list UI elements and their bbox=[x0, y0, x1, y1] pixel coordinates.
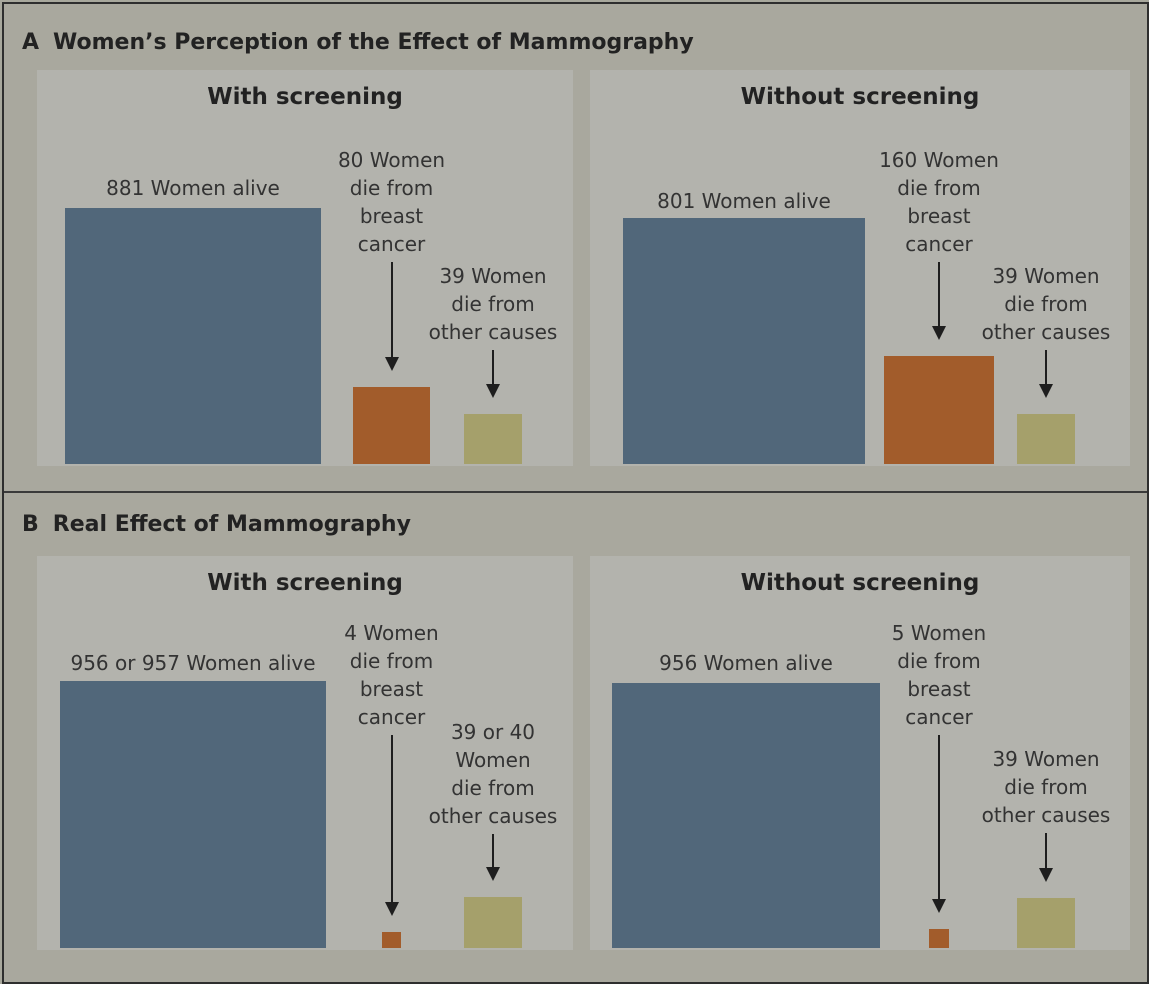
bar-alive bbox=[60, 680, 326, 948]
section-b-title: B Real Effect of Mammography bbox=[22, 512, 411, 537]
label-other: 39 or 40 Women die from other causes bbox=[428, 720, 558, 828]
label-alive: 801 Women alive bbox=[657, 189, 831, 213]
arrow-other bbox=[1039, 350, 1053, 398]
label-alive: 956 or 957 Women alive bbox=[70, 651, 316, 675]
bar-breast bbox=[884, 355, 994, 464]
section-a-title: A Women’s Perception of the Effect of Mam… bbox=[22, 30, 694, 55]
label-breast: 80 Women die from breast cancer bbox=[337, 148, 446, 256]
arrow-breast bbox=[384, 262, 399, 371]
section-a-letter: A bbox=[22, 30, 40, 55]
arrow-other bbox=[1039, 833, 1053, 882]
bar-alive bbox=[65, 208, 321, 464]
arrow-other bbox=[486, 834, 500, 882]
label-other: 39 Women die from other causes bbox=[981, 747, 1111, 827]
label-alive: 881 Women alive bbox=[106, 176, 280, 200]
bar-breast bbox=[382, 932, 401, 948]
bar-alive bbox=[623, 217, 865, 464]
section-divider bbox=[4, 491, 1147, 493]
bar-alive bbox=[612, 682, 880, 948]
section-b-letter: B bbox=[22, 512, 39, 537]
label-alive: 956 Women alive bbox=[659, 651, 833, 675]
section-b-heading: Real Effect of Mammography bbox=[52, 512, 411, 537]
arrow-breast bbox=[384, 735, 399, 917]
label-other: 39 Women die from other causes bbox=[981, 264, 1111, 344]
arrow-breast bbox=[932, 735, 946, 914]
panel-title: Without screening bbox=[740, 84, 980, 110]
panel-title: With screening bbox=[207, 84, 403, 110]
bar-breast bbox=[353, 386, 430, 464]
bar-breast bbox=[929, 929, 949, 948]
panel-title: Without screening bbox=[740, 570, 980, 596]
bar-other bbox=[464, 897, 522, 948]
bar-other bbox=[1017, 413, 1075, 464]
label-breast: 4 Women die from breast cancer bbox=[344, 621, 439, 729]
bar-other bbox=[464, 413, 522, 464]
panel-title: With screening bbox=[207, 570, 403, 596]
label-breast: 160 Women die from breast cancer bbox=[879, 148, 999, 256]
label-other: 39 Women die from other causes bbox=[428, 264, 558, 344]
bar-other bbox=[1017, 897, 1075, 948]
label-breast: 5 Women die from breast cancer bbox=[891, 621, 987, 729]
arrow-breast bbox=[932, 262, 946, 340]
section-a-heading: Women’s Perception of the Effect of Mamm… bbox=[53, 30, 694, 55]
arrow-other bbox=[486, 350, 500, 398]
